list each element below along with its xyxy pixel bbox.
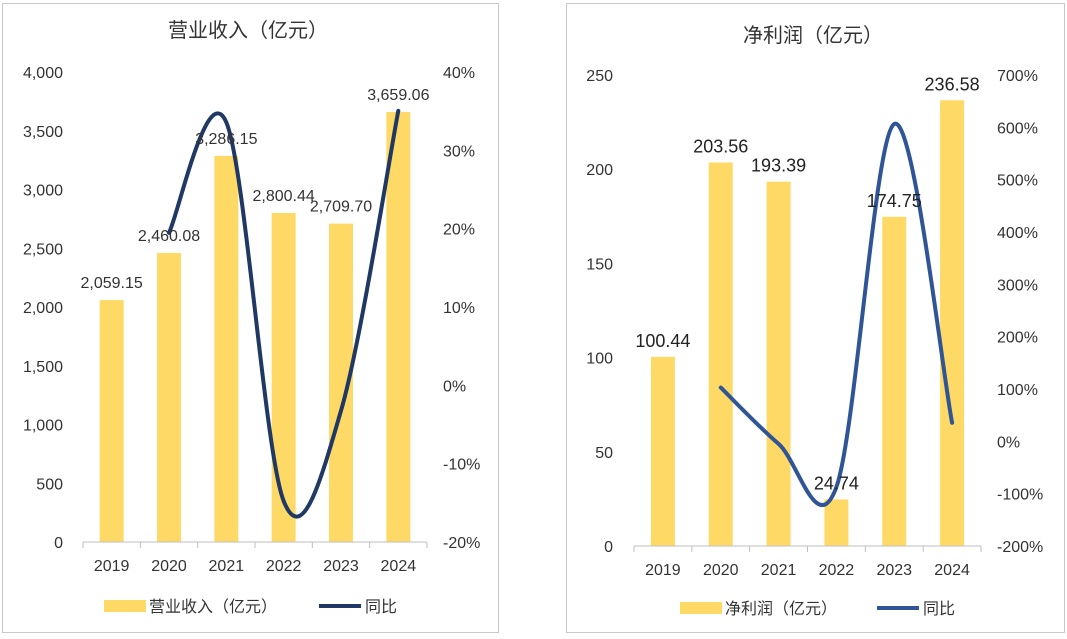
profit-bar-2019 [650,356,675,546]
profit-y-left-tick-label: 100 [586,351,613,368]
revenue-x-tick-label: 2020 [151,558,187,575]
revenue-x-tick-label: 2021 [209,558,245,575]
net-profit-chart-panel: 净利润（亿元） 0 50 100 150 200 250 -200% -100% 0% 100% 20… [566,3,1065,633]
revenue-legend-bar-swatch [104,600,146,612]
revenue-legend-bar-label: 营业收入（亿元） [149,597,277,616]
profit-legend-bar-label: 净利润（亿元） [725,599,837,618]
revenue-y-left-tick-label: 0 [54,535,63,552]
profit-bar-2020 [708,162,733,546]
profit-data-label: 193.39 [751,156,806,176]
profit-yoy-line [718,121,955,508]
profit-chart-title: 净利润（亿元） [743,23,883,47]
profit-x-tick-label: 2024 [934,562,970,579]
revenue-bar-2019 [99,300,124,542]
revenue-x-tick-label: 2022 [266,558,302,575]
profit-data-label: 236.58 [925,74,980,94]
revenue-x-tick-label: 2024 [381,558,417,575]
revenue-y-left-tick-label: 1,500 [23,359,63,376]
profit-x-tick-label: 2019 [645,562,681,579]
profit-bar-2023 [882,216,907,546]
revenue-y-right-tick-label: 10% [443,300,475,317]
revenue-chart-title: 营业收入（亿元） [168,18,328,42]
revenue-bar-2022 [271,212,296,542]
revenue-y-left-tick-label: 3,000 [23,183,63,200]
profit-y-left-tick-label: 200 [586,162,613,179]
revenue-y-right-tick-label: 0% [443,378,466,395]
profit-x-tick-label: 2021 [761,562,797,579]
profit-x-tick-label: 2023 [876,562,912,579]
profit-y-right-tick-label: 200% [997,330,1038,347]
revenue-data-label: 2,460.08 [138,228,200,245]
net-profit-chart: 净利润（亿元） 0 50 100 150 200 250 -200% -100% 0% 100% 20… [586,23,1043,618]
profit-y-right-tick-label: 700% [997,68,1038,85]
profit-bar-2022 [824,499,849,546]
profit-data-label: 203.56 [693,136,748,156]
profit-data-label: 100.44 [635,331,690,351]
profit-y-right-tick-label: 300% [997,277,1038,294]
profit-y-left-tick-label: 250 [586,68,613,85]
revenue-y-left-tick-label: 3,500 [23,124,63,141]
revenue-y-right-tick-label: 20% [443,222,475,239]
revenue-y-right-tick-label: -10% [443,457,480,474]
profit-y-left-tick-label: 0 [604,539,613,556]
revenue-legend-line-label: 同比 [365,597,397,616]
profit-y-right-tick-label: 0% [997,434,1020,451]
profit-data-label: 24.74 [814,473,859,493]
revenue-y-left-tick-label: 2,000 [23,300,63,317]
revenue-chart: 营业收入（亿元） 0 500 1,000 1,500 2,000 2,500 3,000 3,5… [23,18,480,616]
revenue-data-label: 3,659.06 [367,87,429,104]
profit-bar-2024 [940,100,965,547]
revenue-bar-2021 [214,155,239,542]
revenue-data-label: 3,286.15 [195,131,257,148]
revenue-chart-panel: 营业收入（亿元） 0 500 1,000 1,500 2,000 2,500 3,000 3,5… [2,3,499,633]
profit-y-right-tick-label: 600% [997,120,1038,137]
profit-y-right-tick-label: -200% [997,539,1043,556]
profit-legend-line-label: 同比 [923,599,955,618]
profit-y-right-tick-label: 400% [997,225,1038,242]
profit-y-right-tick-label: -100% [997,487,1043,504]
profit-bar-2021 [766,181,791,546]
profit-legend-bar-swatch [680,602,722,614]
revenue-yoy-line [167,108,401,519]
profit-y-left-tick-label: 150 [586,256,613,273]
revenue-bar-2024 [386,112,411,542]
profit-x-tick-label: 2020 [703,562,739,579]
revenue-y-left-tick-label: 2,500 [23,241,63,258]
revenue-y-right-tick-label: 30% [443,143,475,160]
revenue-y-right-tick-label: 40% [443,65,475,82]
profit-y-left-tick-label: 50 [595,445,613,462]
profit-data-label: 174.75 [867,191,922,211]
revenue-bar-2020 [157,252,181,542]
revenue-y-left-tick-label: 1,000 [23,418,63,435]
revenue-data-label: 2,800.44 [253,188,315,205]
revenue-y-left-tick-label: 500 [36,476,63,493]
revenue-y-right-tick-label: -20% [443,535,480,552]
revenue-data-label: 2,709.70 [310,199,372,216]
revenue-y-left-tick-label: 4,000 [23,65,63,82]
revenue-data-label: 2,059.15 [81,275,143,292]
profit-x-tick-label: 2022 [819,562,855,579]
profit-y-right-tick-label: 500% [997,173,1038,190]
revenue-x-tick-label: 2019 [94,558,130,575]
revenue-x-tick-label: 2023 [323,558,359,575]
profit-y-right-tick-label: 100% [997,382,1038,399]
